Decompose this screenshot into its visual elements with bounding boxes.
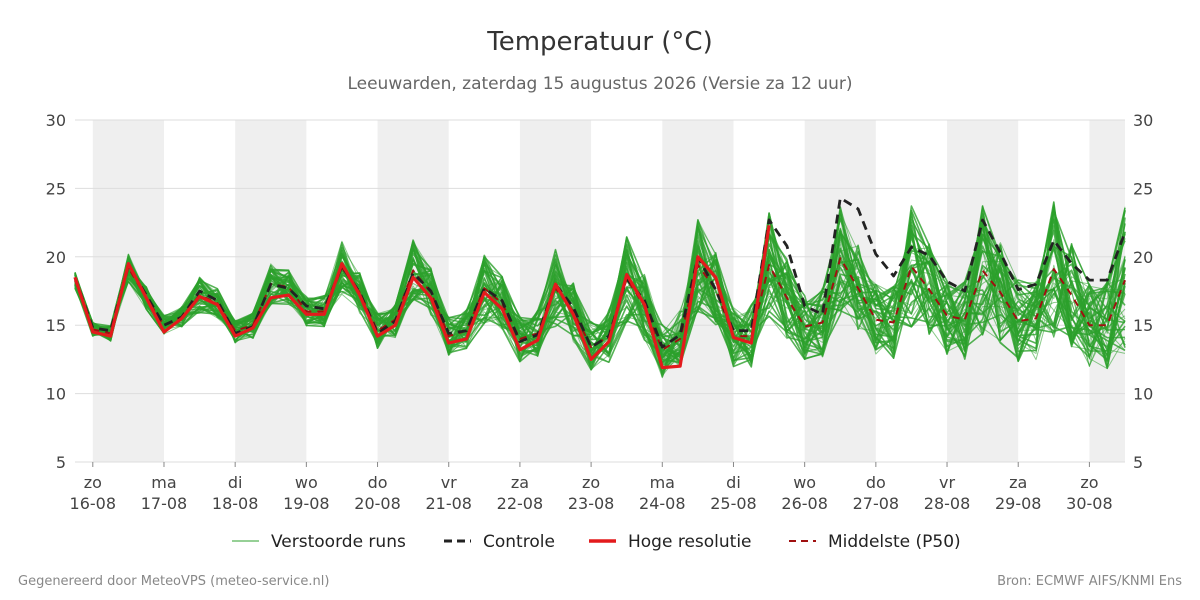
- y-tick-label-left: 20: [46, 248, 66, 267]
- chart-title: Temperatuur (°C): [486, 27, 712, 57]
- chart-subtitle: Leeuwarden, zaterdag 15 augustus 2026 (V…: [347, 74, 852, 94]
- x-tick-date: 24-08: [639, 494, 686, 513]
- x-tick-date: 18-08: [212, 494, 259, 513]
- legend-label-median: Middelste (P50): [828, 532, 961, 552]
- x-tick-date: 26-08: [781, 494, 828, 513]
- x-tick-date: 27-08: [853, 494, 900, 513]
- x-tick-day: do: [368, 473, 388, 492]
- x-tick-date: 28-08: [924, 494, 971, 513]
- legend-label-ensemble: Verstoorde runs: [271, 532, 406, 552]
- x-tick-date: 21-08: [425, 494, 472, 513]
- x-tick-date: 23-08: [568, 494, 615, 513]
- y-tick-label-right: 30: [1133, 111, 1153, 130]
- x-tick-day: vr: [939, 473, 955, 492]
- x-tick-day: ma: [650, 473, 675, 492]
- y-axis-ticks: 5 5 10 10 15 15 20 20 25 25 30 30: [46, 111, 1154, 472]
- ensemble-runs: [74, 201, 1126, 379]
- x-tick-date: 17-08: [141, 494, 188, 513]
- legend: Verstoorde runs Controle Hoge resolutie Mid…: [232, 532, 961, 552]
- x-tick-date: 22-08: [497, 494, 544, 513]
- y-tick-label-right: 10: [1133, 385, 1153, 404]
- footer-source: Bron: ECMWF AIFS/KNMI Ens: [997, 574, 1182, 589]
- x-tick-date: 25-08: [710, 494, 757, 513]
- x-tick-day: di: [228, 473, 243, 492]
- x-axis-ticks: zo 16-08 ma 17-08 di 18-08 wo 19-08 do 20-08 vr 21-…: [70, 462, 1113, 513]
- main-series: [73, 196, 1127, 370]
- legend-label-hires: Hoge resolutie: [628, 532, 752, 552]
- x-tick-date: 16-08: [70, 494, 117, 513]
- x-tick-day: zo: [1080, 473, 1098, 492]
- x-tick-day: di: [726, 473, 741, 492]
- footer-generated-by: Gegenereerd door MeteoVPS (meteo-service…: [18, 574, 329, 589]
- y-tick-label-left: 30: [46, 111, 66, 130]
- x-tick-day: zo: [582, 473, 600, 492]
- x-tick-day: vr: [441, 473, 457, 492]
- y-tick-label-left: 10: [46, 385, 66, 404]
- x-tick-day: ma: [151, 473, 176, 492]
- x-tick-day: wo: [793, 473, 816, 492]
- y-tick-label-right: 5: [1133, 453, 1143, 472]
- y-tick-label-left: 5: [56, 453, 66, 472]
- x-tick-day: za: [511, 473, 529, 492]
- x-tick-day: do: [866, 473, 886, 492]
- y-tick-label-right: 25: [1133, 179, 1153, 198]
- y-tick-label-left: 15: [46, 316, 66, 335]
- x-tick-day: zo: [84, 473, 102, 492]
- legend-label-control: Controle: [483, 532, 555, 552]
- shaded-day-band: [92, 120, 164, 462]
- x-tick-day: wo: [295, 473, 318, 492]
- y-tick-label-left: 25: [46, 179, 66, 198]
- y-tick-label-right: 20: [1133, 248, 1153, 267]
- x-tick-date: 29-08: [995, 494, 1042, 513]
- hires-series-line: [73, 225, 771, 370]
- y-tick-label-right: 15: [1133, 316, 1153, 335]
- x-tick-date: 20-08: [354, 494, 401, 513]
- x-tick-date: 30-08: [1066, 494, 1113, 513]
- x-tick-date: 19-08: [283, 494, 330, 513]
- x-tick-day: za: [1009, 473, 1027, 492]
- ensemble-run-line: [74, 244, 1126, 364]
